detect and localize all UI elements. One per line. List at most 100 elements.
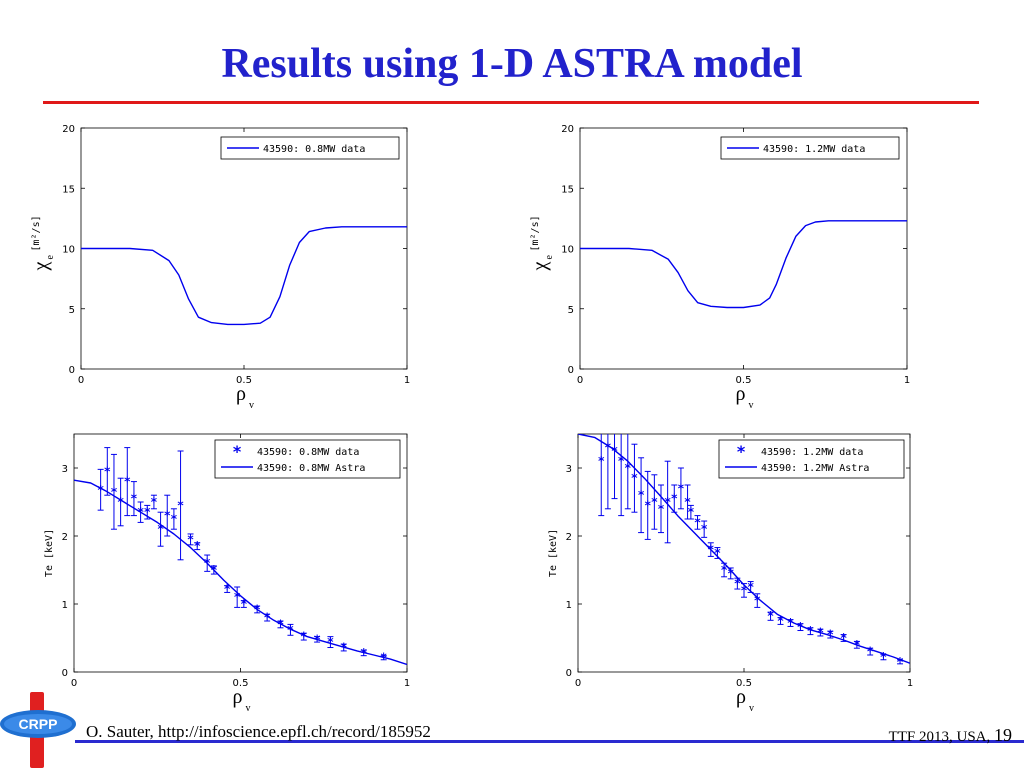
y-axis-label: Te [keV] [548, 529, 559, 577]
data-point: * [264, 611, 271, 625]
data-point: * [658, 502, 665, 516]
data-point: * [605, 441, 612, 455]
legend-label: 43590: 1.2MW data [763, 144, 865, 155]
legend-label: 43590: 0.8MW data [257, 447, 359, 458]
data-point: * [684, 495, 691, 509]
data-point: * [625, 461, 632, 475]
footer-event-text: TTF 2013, USA, [888, 729, 991, 745]
y-axis-label-units: [m²/s] [31, 215, 42, 251]
series-2 [578, 434, 910, 664]
series-1: ** ** **** * * * ***** ** ** ** * *** * * * * * * * * * * * [598, 434, 904, 669]
footer-citation: O. Sauter, http://infoscience.epfl.ch/re… [86, 722, 431, 741]
y-tick-label: 3 [62, 464, 68, 475]
series-line [81, 226, 407, 326]
data-point: * [747, 580, 754, 594]
y-axis-label-main: χ [30, 262, 52, 272]
data-point: * [194, 539, 201, 553]
legend-label: 43590: 0.8MW data [263, 144, 365, 155]
footer-event: TTF 2013, USA, 19 [889, 725, 1012, 746]
data-point: * [327, 635, 334, 649]
slide-title: Results using 1-D ASTRA model [221, 41, 803, 87]
x-axis-label: ρ [233, 686, 243, 708]
y-tick-label: 10 [561, 245, 574, 256]
data-point: * [754, 594, 761, 608]
data-point: * [618, 454, 625, 468]
title-divider [43, 101, 979, 104]
data-point: * [714, 546, 721, 560]
data-point: * [721, 563, 728, 577]
data-point: * [124, 475, 131, 489]
data-point: * [301, 630, 308, 644]
data-point: * [807, 624, 814, 638]
data-point: * [694, 515, 701, 529]
y-tick-label: 0 [566, 668, 572, 679]
data-point: * [598, 454, 605, 468]
x-axis-label: ρ [736, 686, 746, 708]
y-tick-label: 2 [62, 532, 68, 543]
y-axis-label-main: χ [529, 262, 551, 272]
y-tick-label: 20 [561, 124, 574, 135]
legend: 43590: 1.2MW data [720, 136, 900, 160]
data-point: * [767, 609, 774, 623]
y-tick-label: 1 [566, 600, 572, 611]
data-point: * [664, 495, 671, 509]
y-tick-label: 15 [561, 184, 574, 195]
data-point: * [645, 498, 652, 512]
y-tick-label: 5 [69, 305, 75, 316]
y-tick-label: 1 [62, 600, 68, 611]
data-point: * [151, 495, 158, 509]
data-point: * [131, 492, 138, 506]
y-tick-label: 0 [62, 668, 68, 679]
x-axis-label-sub: v [749, 703, 754, 714]
x-tick-label: 0.5 [736, 678, 752, 689]
footer-divider [75, 740, 1024, 743]
data-point: * [111, 485, 118, 499]
series-line [580, 220, 907, 309]
data-point: * [777, 614, 784, 628]
series-line [74, 479, 407, 666]
legend-swatch-marker: * [737, 442, 746, 461]
data-point: * [734, 577, 741, 591]
page-number: 19 [994, 725, 1012, 745]
data-point: * [638, 488, 645, 502]
y-axis-label-sub: e [544, 255, 555, 260]
x-axis-label-sub: v [249, 400, 254, 411]
data-point: * [897, 655, 904, 669]
legend-label: 43590: 1.2MW Astra [761, 463, 869, 474]
data-point: * [157, 522, 164, 536]
crpp-logo: CRPP [0, 692, 76, 768]
x-tick-label: 0.5 [736, 375, 752, 386]
x-tick-label: 0 [78, 375, 84, 386]
y-tick-label: 15 [62, 184, 75, 195]
y-tick-label: 0 [568, 365, 574, 376]
data-point: * [728, 566, 735, 580]
data-point: * [224, 582, 231, 596]
x-tick-label: 0.5 [236, 375, 252, 386]
data-point: * [787, 616, 794, 630]
x-tick-label: 0 [577, 375, 583, 386]
x-tick-label: 0 [575, 678, 581, 689]
legend-box [214, 439, 401, 479]
series-1 [81, 226, 407, 326]
y-axis-label: χe[m²/s] [30, 215, 56, 271]
y-axis-label-sub: e [45, 255, 56, 260]
legend-swatch-marker: * [233, 442, 242, 461]
x-axis-label: ρ [736, 383, 746, 405]
y-axis-label: χe[m²/s] [529, 215, 555, 271]
y-tick-label: 5 [568, 305, 574, 316]
data-point: * [234, 590, 241, 604]
data-point: * [177, 498, 184, 512]
y-tick-label: 10 [62, 245, 75, 256]
legend-box [220, 136, 400, 160]
y-tick-label: 3 [566, 464, 572, 475]
data-point: * [117, 495, 124, 509]
data-point: * [241, 597, 248, 611]
legend-box [718, 439, 905, 479]
data-point: * [688, 505, 695, 519]
data-point: * [97, 483, 104, 497]
series-1: ******* **** *** ** *** * ** * * * * * * * * [97, 447, 388, 665]
legend-label: 43590: 0.8MW Astra [257, 463, 365, 474]
